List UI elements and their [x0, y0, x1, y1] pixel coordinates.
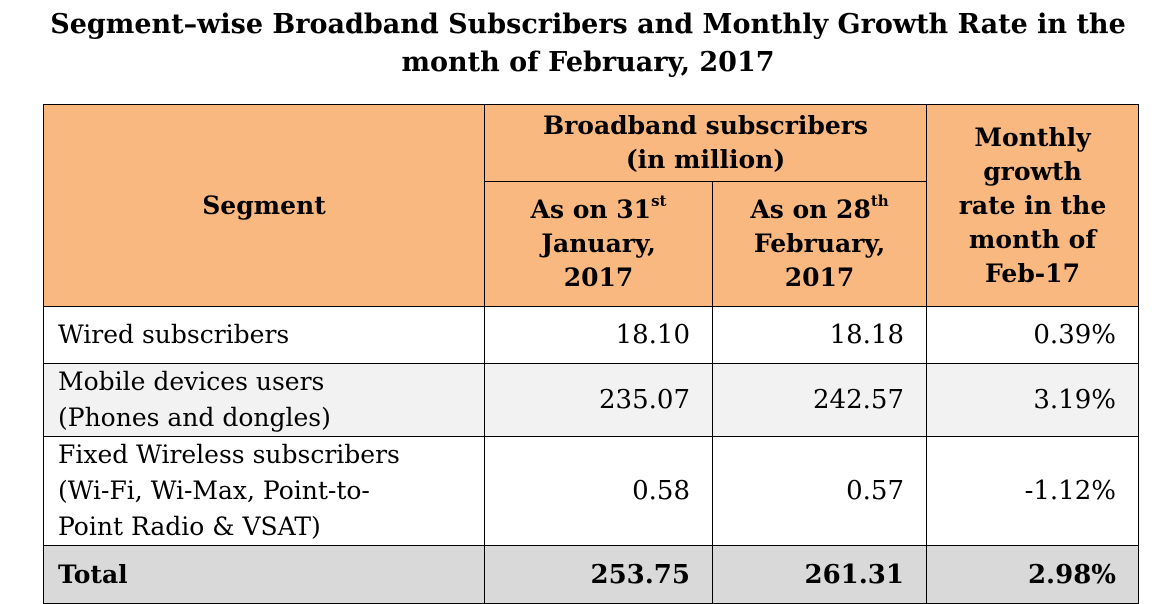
header-segment: Segment — [43, 104, 485, 307]
header-growth-line-1: Monthly — [974, 122, 1091, 152]
header-growth-line-4: month of — [968, 224, 1097, 254]
header-feb-line-3: 2017 — [784, 263, 855, 292]
header-jan: As on 31st January, 2017 — [484, 181, 713, 307]
growth-value: 3.19% — [926, 363, 1139, 437]
segment-line: Wired subscribers — [58, 320, 290, 349]
table-row: Mobile devices users (Phones and dongles… — [43, 363, 1139, 437]
jan-value: 235.07 — [484, 363, 713, 437]
segment-line: (Phones and dongles) — [58, 403, 331, 432]
segment-line: Mobile devices users — [58, 367, 325, 396]
growth-value: 0.39% — [926, 306, 1139, 364]
feb-value: 242.57 — [712, 363, 927, 437]
segment-line: Point Radio & VSAT) — [58, 512, 321, 541]
header-growth-line-5: Feb-17 — [985, 258, 1080, 288]
header-broadband: Broadband subscribers (in million) — [484, 104, 927, 182]
title-line-1: Segment–wise Broadband Subscribers and M… — [50, 9, 1126, 40]
segment-line: (Wi-Fi, Wi-Max, Point-to- — [58, 476, 370, 505]
header-feb-line-1: As on 28 — [750, 195, 871, 224]
header-feb-line-2: February, — [753, 229, 886, 258]
growth-value: -1.12% — [926, 436, 1139, 546]
total-feb-value: 261.31 — [712, 545, 927, 604]
segment-line: Fixed Wireless subscribers — [58, 440, 400, 469]
header-growth-line-3: rate in the — [958, 190, 1107, 220]
total-growth-value: 2.98% — [926, 545, 1139, 604]
header-broadband-line-1: Broadband subscribers — [542, 111, 869, 140]
header-feb: As on 28th February, 2017 — [712, 181, 927, 307]
table-row: Fixed Wireless subscribers (Wi-Fi, Wi-Ma… — [43, 436, 1139, 546]
header-jan-line-3: 2017 — [563, 263, 634, 292]
header-jan-line-2: January, — [541, 229, 656, 258]
jan-value: 18.10 — [484, 306, 713, 364]
segment-cell: Wired subscribers — [43, 306, 485, 364]
table-row: Wired subscribers 18.10 18.18 0.39% — [43, 306, 1139, 364]
page-title: Segment–wise Broadband Subscribers and M… — [0, 6, 1176, 82]
total-jan-value: 253.75 — [484, 545, 713, 604]
header-growth: Monthly growth rate in the month of Feb-… — [926, 104, 1139, 307]
total-label: Total — [43, 545, 485, 604]
header-jan-sup: st — [651, 191, 667, 210]
header-jan-line-1: As on 31 — [530, 195, 652, 224]
jan-value: 0.58 — [484, 436, 713, 546]
title-line-2: month of February, 2017 — [401, 47, 775, 78]
segment-cell: Mobile devices users (Phones and dongles… — [43, 363, 485, 437]
header-feb-sup: th — [870, 191, 889, 210]
header-broadband-line-2: (in million) — [625, 145, 786, 174]
segment-cell: Fixed Wireless subscribers (Wi-Fi, Wi-Ma… — [43, 436, 485, 546]
feb-value: 18.18 — [712, 306, 927, 364]
feb-value: 0.57 — [712, 436, 927, 546]
header-growth-line-2: growth — [983, 156, 1082, 186]
total-row: Total 253.75 261.31 2.98% — [43, 545, 1139, 604]
subscribers-table: Segment Broadband subscribers (in millio… — [43, 104, 1139, 604]
